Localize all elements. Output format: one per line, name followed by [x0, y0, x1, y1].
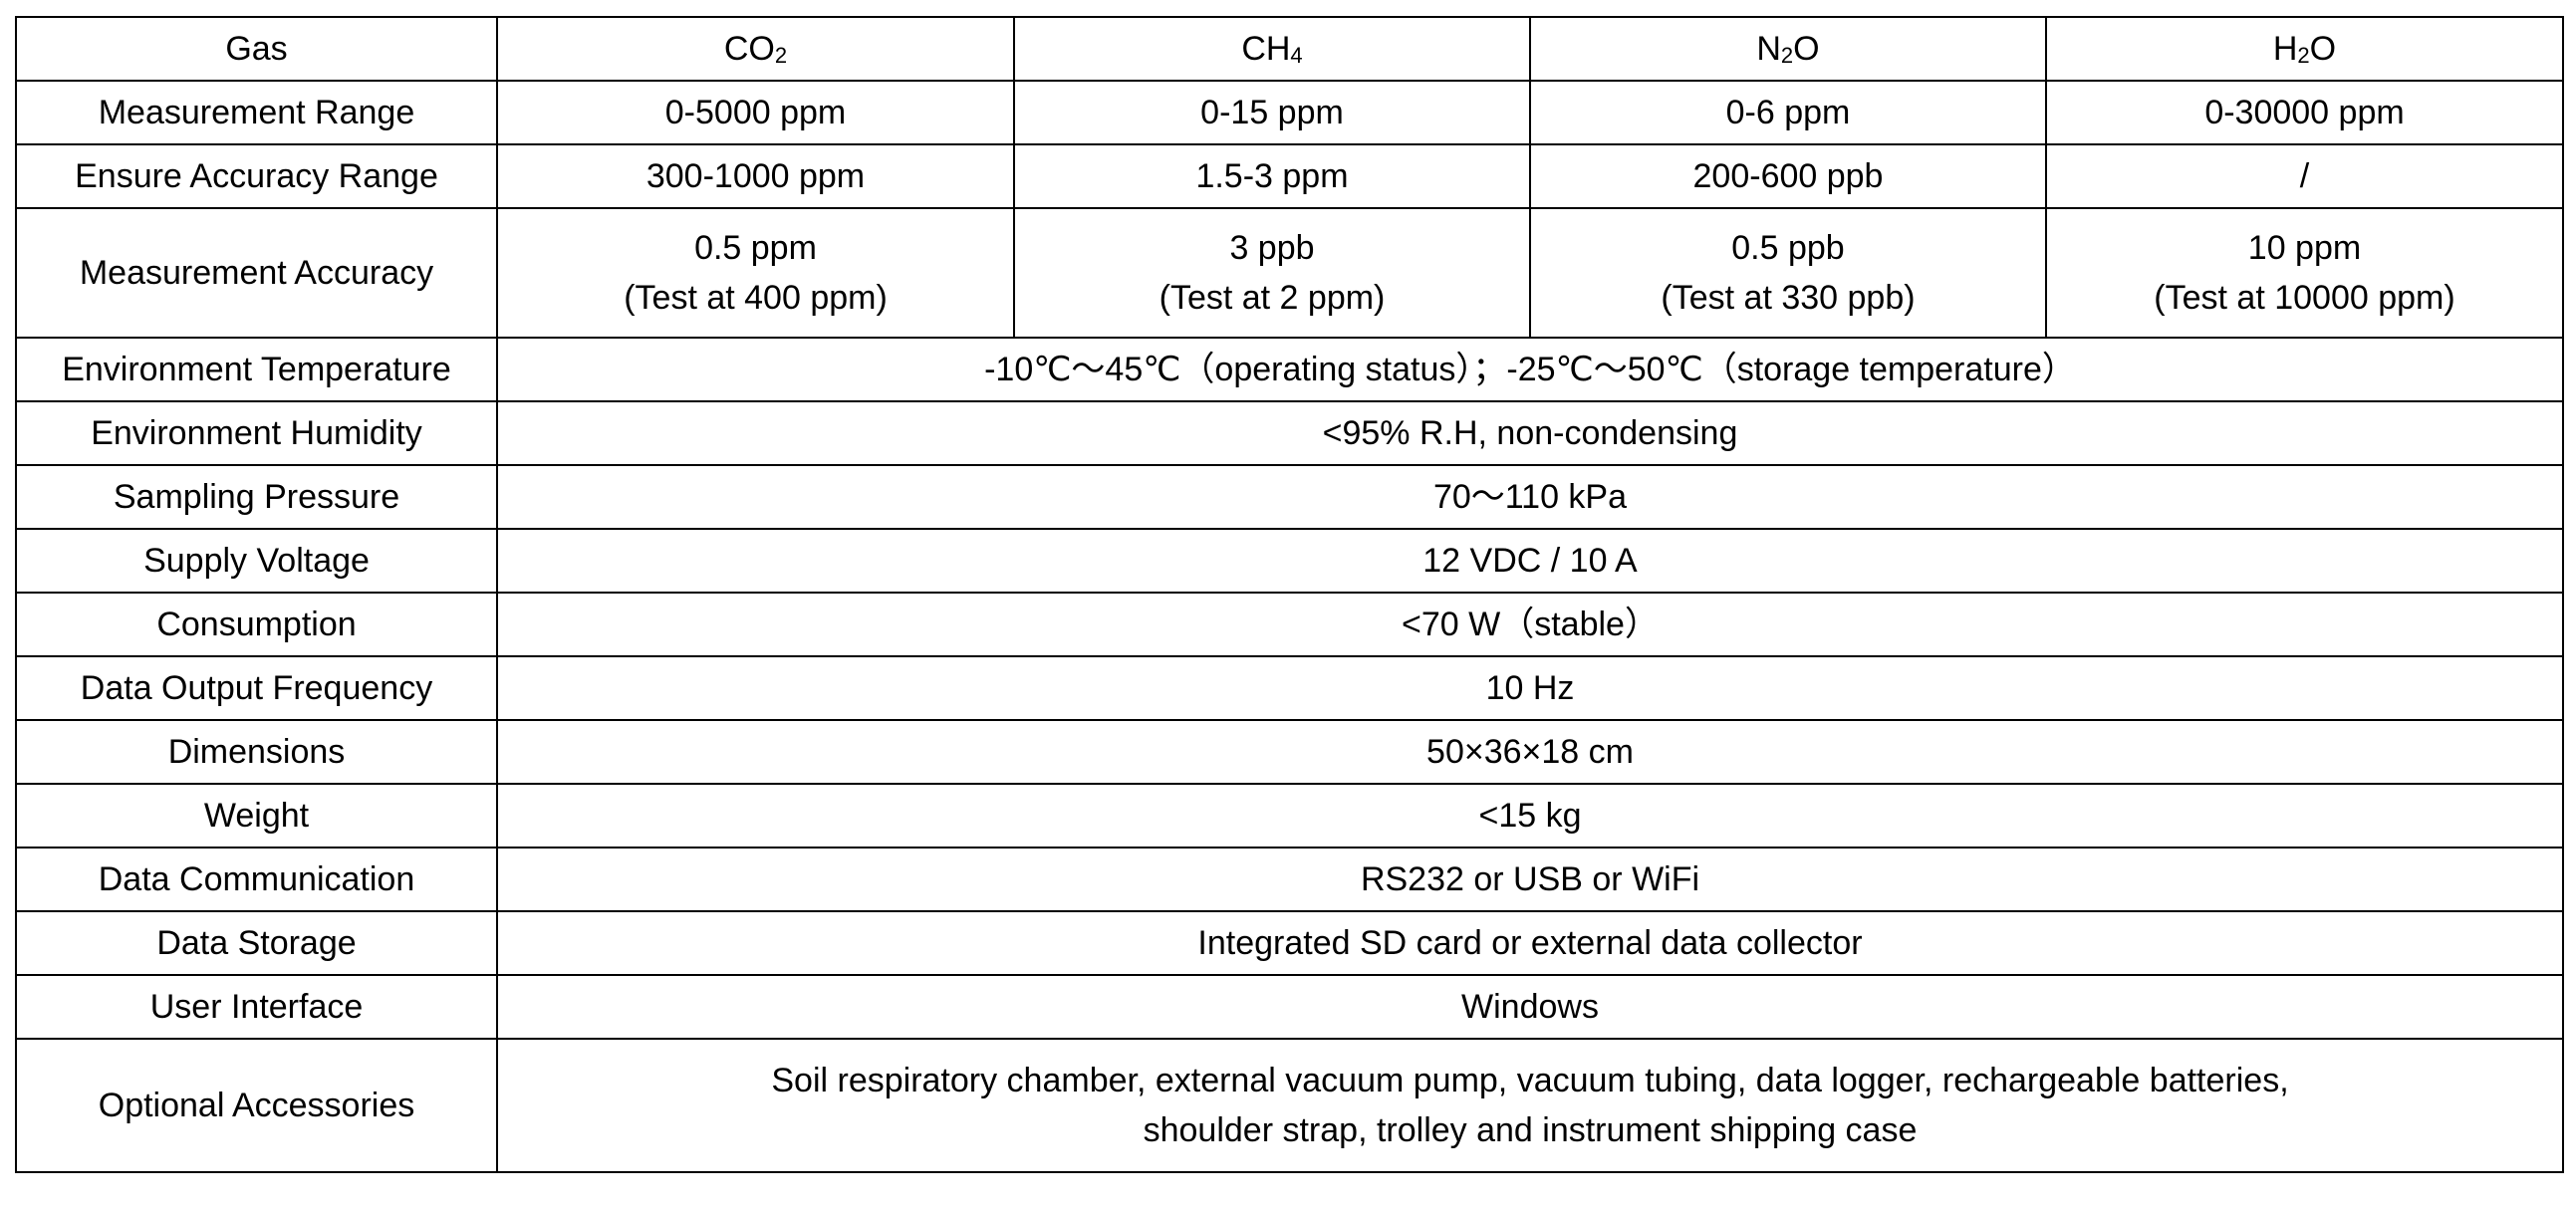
gas-value-cell: 0-15 ppm — [1013, 80, 1531, 145]
cell-text-line: (Test at 2 ppm) — [1159, 279, 1386, 317]
cell-text-line: <95% R.H, non-condensing — [1322, 414, 1738, 452]
row-label: Data Storage — [15, 910, 498, 976]
gas-value-cell: 10 ppm (Test at 10000 ppm) — [2045, 207, 2564, 339]
shared-value-cell: 10 Hz — [496, 655, 2564, 721]
spec-table-header: Gas CO2 CH4 N2O H2O — [15, 16, 2564, 82]
spec-row: Optional Accessories Soil respiratory cha… — [15, 1038, 2564, 1173]
row-label: Data Communication — [15, 847, 498, 912]
shared-value-cell: 70～110 kPa — [496, 464, 2564, 530]
spec-row: Data Storage Integrated SD card or extern… — [15, 910, 2564, 976]
header-row: Gas CO2 CH4 N2O H2O — [15, 16, 2564, 82]
cell-text-line: 50×36×18 cm — [1426, 733, 1634, 771]
cell-text-line: -10℃～45℃（operating status）；-25℃～50℃（stor… — [984, 351, 2076, 388]
gas-value-cell: 0.5 ppm (Test at 400 ppm) — [496, 207, 1015, 339]
spec-table: Gas CO2 CH4 N2O H2O Measurement Range 0-5… — [15, 16, 2564, 1173]
spec-row: Measurement Accuracy 0.5 ppm (Test at 400 … — [15, 207, 2564, 339]
shared-value-cell: Integrated SD card or external data coll… — [496, 910, 2564, 976]
cell-text-line: shoulder strap, trolley and instrument s… — [1143, 1111, 1918, 1149]
cell-text-line: <70 W（stable） — [1402, 606, 1659, 643]
cell-text-line: 10 ppm — [2247, 229, 2362, 267]
spec-row: Environment Humidity <95% R.H, non-conden… — [15, 400, 2564, 466]
cell-text-line: 0-15 ppm — [1200, 94, 1344, 131]
cell-text-line: (Test at 400 ppm) — [624, 279, 888, 317]
header-label-cell: Gas — [15, 16, 498, 82]
gas-header-cell: CO2 — [496, 16, 1015, 82]
cell-text-line: RS232 or USB or WiFi — [1360, 860, 1700, 898]
cell-text-line: 0.5 ppm — [694, 229, 817, 267]
cell-text-line: 12 VDC / 10 A — [1422, 542, 1638, 580]
gas-value-cell: 0-30000 ppm — [2045, 80, 2564, 145]
spec-row: Supply Voltage 12 VDC / 10 A — [15, 528, 2564, 594]
cell-text-line: 0-30000 ppm — [2204, 94, 2405, 131]
row-label: Environment Humidity — [15, 400, 498, 466]
gas-header-cell: H2O — [2045, 16, 2564, 82]
row-label: Ensure Accuracy Range — [15, 143, 498, 209]
cell-text-line: 0.5 ppb — [1731, 229, 1845, 267]
cell-text-line: Soil respiratory chamber, external vacuu… — [771, 1062, 2289, 1099]
cell-text-line: 1.5-3 ppm — [1195, 157, 1349, 195]
spec-row: Environment Temperature -10℃～45℃（operatin… — [15, 337, 2564, 402]
cell-text-line: 3 ppb — [1229, 229, 1315, 267]
shared-value-cell: Soil respiratory chamber, external vacuu… — [496, 1038, 2564, 1173]
gas-value-cell: / — [2045, 143, 2564, 209]
shared-value-cell: <15 kg — [496, 783, 2564, 849]
row-label: Measurement Range — [15, 80, 498, 145]
row-label: User Interface — [15, 974, 498, 1040]
gas-header-cell: CH4 — [1013, 16, 1531, 82]
cell-text-line: 0-5000 ppm — [664, 94, 847, 131]
cell-text-line: Integrated SD card or external data coll… — [1197, 924, 1863, 962]
cell-text-line: (Test at 10000 ppm) — [2154, 279, 2455, 317]
shared-value-cell: Windows — [496, 974, 2564, 1040]
gas-header-cell: N2O — [1529, 16, 2047, 82]
spec-row: Consumption <70 W（stable） — [15, 592, 2564, 657]
gas-value-cell: 300-1000 ppm — [496, 143, 1015, 209]
spec-row: Ensure Accuracy Range 300-1000 ppm 1.5-3 p… — [15, 143, 2564, 209]
cell-text-line: 200-600 ppb — [1692, 157, 1884, 195]
row-label: Dimensions — [15, 719, 498, 785]
spec-row: Weight <15 kg — [15, 783, 2564, 849]
shared-value-cell: RS232 or USB or WiFi — [496, 847, 2564, 912]
cell-text-line: 0-6 ppm — [1725, 94, 1851, 131]
gas-value-cell: 0.5 ppb (Test at 330 ppb) — [1529, 207, 2047, 339]
cell-text-line: 10 Hz — [1485, 669, 1575, 707]
shared-value-cell: 50×36×18 cm — [496, 719, 2564, 785]
cell-text-line: <15 kg — [1478, 797, 1582, 835]
row-label: Weight — [15, 783, 498, 849]
shared-value-cell: <70 W（stable） — [496, 592, 2564, 657]
cell-text-line: / — [2299, 157, 2310, 195]
spec-row: Measurement Range 0-5000 ppm 0-15 ppm 0-6 p… — [15, 80, 2564, 145]
cell-text-line: (Test at 330 ppb) — [1661, 279, 1916, 317]
gas-value-cell: 1.5-3 ppm — [1013, 143, 1531, 209]
shared-value-cell: <95% R.H, non-condensing — [496, 400, 2564, 466]
row-label: Data Output Frequency — [15, 655, 498, 721]
gas-value-cell: 0-6 ppm — [1529, 80, 2047, 145]
spec-row: Data Communication RS232 or USB or WiFi — [15, 847, 2564, 912]
spec-row: User Interface Windows — [15, 974, 2564, 1040]
cell-text-line: Windows — [1461, 988, 1599, 1026]
row-label: Sampling Pressure — [15, 464, 498, 530]
spec-row: Dimensions 50×36×18 cm — [15, 719, 2564, 785]
cell-text-line: 300-1000 ppm — [645, 157, 866, 195]
cell-text-line: 70～110 kPa — [1432, 478, 1628, 516]
row-label: Consumption — [15, 592, 498, 657]
gas-value-cell: 0-5000 ppm — [496, 80, 1015, 145]
spec-row: Data Output Frequency 10 Hz — [15, 655, 2564, 721]
row-label: Measurement Accuracy — [15, 207, 498, 339]
shared-value-cell: 12 VDC / 10 A — [496, 528, 2564, 594]
gas-value-cell: 200-600 ppb — [1529, 143, 2047, 209]
row-label: Optional Accessories — [15, 1038, 498, 1173]
gas-value-cell: 3 ppb (Test at 2 ppm) — [1013, 207, 1531, 339]
row-label: Supply Voltage — [15, 528, 498, 594]
spec-table-body: Measurement Range 0-5000 ppm 0-15 ppm 0-6 p… — [15, 80, 2564, 1173]
shared-value-cell: -10℃～45℃（operating status）；-25℃～50℃（stor… — [496, 337, 2564, 402]
row-label: Environment Temperature — [15, 337, 498, 402]
spec-row: Sampling Pressure 70～110 kPa — [15, 464, 2564, 530]
